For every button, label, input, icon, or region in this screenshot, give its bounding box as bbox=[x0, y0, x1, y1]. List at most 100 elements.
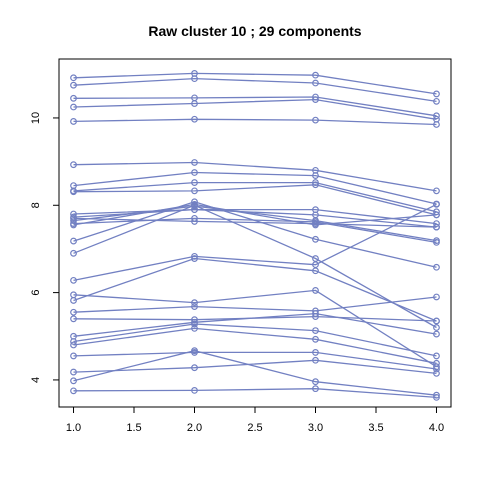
series-line bbox=[73, 72, 437, 95]
series-line bbox=[73, 388, 437, 399]
series-20 bbox=[70, 287, 440, 371]
data-point bbox=[433, 393, 440, 401]
series-line bbox=[73, 184, 437, 216]
data-point bbox=[70, 341, 77, 349]
data-point bbox=[191, 364, 198, 372]
data-point bbox=[70, 377, 77, 385]
data-point bbox=[70, 276, 77, 284]
data-point bbox=[191, 169, 198, 176]
series-line bbox=[73, 315, 437, 322]
data-point bbox=[70, 237, 77, 245]
data-point bbox=[70, 161, 77, 169]
data-point bbox=[433, 220, 440, 228]
series-11 bbox=[70, 206, 440, 231]
series-5 bbox=[70, 115, 440, 128]
series-21 bbox=[70, 293, 440, 316]
data-point bbox=[312, 335, 319, 343]
data-point bbox=[312, 356, 319, 364]
data-point bbox=[70, 308, 77, 316]
data-point bbox=[433, 263, 440, 271]
series-line bbox=[73, 161, 437, 192]
data-point bbox=[312, 221, 319, 229]
data-point bbox=[433, 121, 440, 128]
series-line bbox=[73, 351, 437, 370]
data-point bbox=[433, 324, 440, 331]
series-line bbox=[73, 327, 437, 364]
data-point bbox=[312, 385, 319, 393]
series-22 bbox=[70, 313, 440, 325]
data-point bbox=[433, 352, 440, 360]
series-29 bbox=[70, 385, 440, 401]
x-tick-label: 1.5 bbox=[126, 422, 141, 434]
data-point bbox=[70, 368, 77, 376]
series-24 bbox=[70, 320, 440, 360]
data-point bbox=[312, 71, 319, 79]
data-point bbox=[433, 317, 440, 325]
series-line bbox=[73, 205, 437, 242]
y-axis: 4 6 8 10 bbox=[30, 112, 59, 383]
series-line bbox=[73, 350, 437, 396]
x-tick-label: 2.0 bbox=[187, 422, 202, 434]
data-point bbox=[433, 363, 440, 371]
series-line bbox=[73, 257, 437, 322]
x-tick-label: 2.5 bbox=[247, 422, 262, 434]
series-line bbox=[73, 359, 437, 375]
data-point bbox=[191, 299, 198, 307]
series-line bbox=[73, 203, 437, 226]
series-28 bbox=[70, 347, 440, 399]
data-point bbox=[70, 214, 77, 222]
data-point bbox=[312, 96, 319, 104]
data-point bbox=[191, 387, 198, 394]
data-point bbox=[433, 223, 440, 231]
series-1 bbox=[70, 70, 440, 98]
data-point bbox=[433, 330, 440, 338]
x-tick-label: 4.0 bbox=[429, 422, 444, 434]
x-tick-label: 3.5 bbox=[368, 422, 383, 434]
data-point bbox=[70, 103, 77, 111]
y-tick-label: 10 bbox=[30, 112, 42, 124]
data-point bbox=[312, 378, 319, 386]
data-point bbox=[191, 100, 198, 107]
series-23 bbox=[70, 310, 440, 340]
data-point bbox=[70, 221, 77, 229]
data-point bbox=[191, 218, 198, 225]
data-point bbox=[70, 315, 77, 323]
y-tick-label: 6 bbox=[30, 290, 42, 296]
x-tick-label: 3.0 bbox=[308, 422, 323, 434]
data-point bbox=[312, 287, 319, 294]
data-point bbox=[70, 188, 77, 196]
data-point bbox=[191, 325, 198, 332]
data-point bbox=[433, 90, 440, 98]
data-point bbox=[433, 201, 440, 208]
series-line bbox=[73, 118, 437, 126]
data-point bbox=[312, 181, 319, 189]
data-point bbox=[191, 255, 198, 262]
data-point bbox=[191, 159, 198, 166]
series-line bbox=[73, 77, 437, 103]
series-line bbox=[73, 208, 437, 225]
chart-title: Raw cluster 10 ; 29 components bbox=[148, 23, 361, 39]
series-9 bbox=[70, 181, 440, 219]
data-point bbox=[433, 97, 440, 105]
data-point bbox=[312, 235, 319, 243]
series-line bbox=[73, 204, 437, 329]
data-point bbox=[433, 365, 440, 373]
data-point bbox=[312, 327, 319, 334]
series-layer bbox=[70, 70, 440, 401]
series-25 bbox=[70, 325, 440, 367]
series-3 bbox=[70, 93, 440, 120]
y-tick-label: 4 bbox=[30, 377, 42, 383]
series-line bbox=[73, 296, 437, 313]
data-point bbox=[70, 118, 77, 125]
data-point bbox=[70, 81, 77, 89]
data-point bbox=[70, 352, 77, 360]
data-point bbox=[433, 112, 440, 120]
data-point bbox=[191, 303, 198, 310]
data-point bbox=[433, 238, 440, 246]
x-tick-label: 1.0 bbox=[66, 422, 81, 434]
series-17 bbox=[70, 201, 440, 331]
series-line bbox=[73, 203, 437, 282]
data-point bbox=[70, 387, 77, 395]
data-point bbox=[312, 310, 319, 317]
